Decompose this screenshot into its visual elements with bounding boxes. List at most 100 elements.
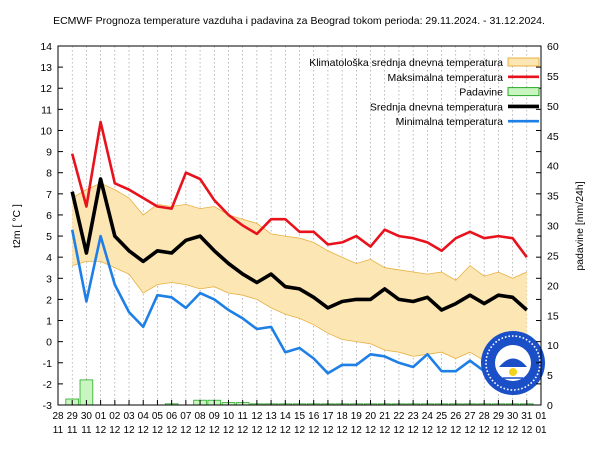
x-tick-label-month: 12 xyxy=(266,425,278,436)
x-tick-label-month: 12 xyxy=(166,425,178,436)
y2-tick-label: 20 xyxy=(547,280,559,292)
climate-band-lower-edge xyxy=(72,260,528,362)
legend-swatch-precip xyxy=(507,87,540,97)
y2-tick-label: 55 xyxy=(547,71,559,83)
y2-tick-label: 30 xyxy=(547,221,559,233)
axes: -3-2-10123456789101112131405101520253035… xyxy=(40,41,559,436)
x-tick-label-day: 20 xyxy=(365,411,377,422)
y-tick-label: 6 xyxy=(46,210,52,222)
x-tick-label-month: 12 xyxy=(337,425,349,436)
x-tick-label-day: 05 xyxy=(152,411,164,422)
x-tick-label-day: 12 xyxy=(251,411,263,422)
rhmz-logo xyxy=(481,331,545,395)
x-tick-label-month: 12 xyxy=(123,425,135,436)
x-tick-label-day: 29 xyxy=(67,411,79,422)
x-tick-label-day: 29 xyxy=(493,411,505,422)
y-tick-label: 3 xyxy=(46,273,52,285)
x-tick-label-month: 12 xyxy=(479,425,491,436)
x-tick-label-month: 12 xyxy=(223,425,235,436)
x-tick-label-day: 08 xyxy=(194,411,206,422)
x-tick-label-month: 01 xyxy=(535,425,547,436)
legend-label-min: Minimalna temperatura xyxy=(396,116,504,128)
x-tick-label-month: 12 xyxy=(237,425,249,436)
x-tick-label-day: 27 xyxy=(464,411,476,422)
x-tick-label-day: 21 xyxy=(379,411,391,422)
x-tick-label-month: 12 xyxy=(365,425,377,436)
x-tick-label-month: 12 xyxy=(436,425,448,436)
y2-tick-label: 60 xyxy=(547,41,559,53)
x-tick-label-month: 12 xyxy=(152,425,164,436)
x-tick-label-month: 11 xyxy=(53,425,64,436)
x-tick-label-day: 01 xyxy=(535,411,547,422)
x-tick-label-day: 11 xyxy=(237,411,248,422)
x-tick-label-month: 12 xyxy=(294,425,306,436)
y-axis-label: t2m [ °C ] xyxy=(11,204,23,248)
x-tick-label-month: 12 xyxy=(351,425,363,436)
legend-swatch-climate xyxy=(507,57,540,67)
y-tick-label: 14 xyxy=(40,41,52,53)
y-tick-label: -1 xyxy=(43,358,52,370)
mean-temperature-line xyxy=(70,177,528,312)
y2-tick-label: 5 xyxy=(547,370,553,382)
x-tick-label-month: 12 xyxy=(507,425,519,436)
x-tick-label-day: 31 xyxy=(521,411,533,422)
x-tick-label-month: 12 xyxy=(393,425,405,436)
climate-band-upper-edge xyxy=(71,182,527,281)
y-tick-label: 2 xyxy=(46,294,52,306)
legend-label-precip: Padavine xyxy=(459,87,503,99)
x-tick-label-month: 12 xyxy=(464,425,476,436)
y2-tick-label: 15 xyxy=(547,310,559,322)
x-tick-label-day: 14 xyxy=(280,411,292,422)
x-tick-label-month: 12 xyxy=(194,425,206,436)
y-tick-label: 9 xyxy=(46,147,52,159)
x-tick-label-day: 26 xyxy=(450,411,462,422)
y-tick-label: 11 xyxy=(41,104,52,116)
y-tick-label: 12 xyxy=(40,83,52,95)
x-tick-label-day: 01 xyxy=(95,411,107,422)
x-tick-label-month: 12 xyxy=(138,425,150,436)
climate-band xyxy=(71,182,528,362)
logo-cloud-icon xyxy=(499,358,527,367)
x-tick-label-day: 30 xyxy=(81,411,93,422)
x-tick-label-day: 28 xyxy=(52,411,64,422)
x-tick-label-month: 12 xyxy=(109,425,121,436)
y2-tick-label: 40 xyxy=(547,161,559,173)
x-tick-label-day: 16 xyxy=(308,411,320,422)
x-tick-label-month: 12 xyxy=(95,425,107,436)
y-tick-label: 1 xyxy=(46,316,52,328)
x-tick-label-day: 09 xyxy=(209,411,221,422)
x-tick-label-month: 12 xyxy=(422,425,434,436)
legend-label-mean: Srednja dnevna temperatura xyxy=(370,101,503,113)
y-tick-label: 13 xyxy=(40,62,52,74)
x-tick-label-month: 12 xyxy=(280,425,292,436)
x-tick-label-day: 13 xyxy=(266,411,278,422)
x-tick-label-month: 12 xyxy=(521,425,533,436)
x-tick-label-day: 02 xyxy=(109,411,121,422)
x-tick-label-month: 12 xyxy=(408,425,420,436)
x-tick-label-month: 12 xyxy=(450,425,462,436)
max-temperature-line xyxy=(70,120,528,258)
y2-tick-label: 25 xyxy=(547,250,559,262)
y-tick-label: 7 xyxy=(46,189,52,201)
x-tick-label-month: 12 xyxy=(493,425,505,436)
x-tick-label-month: 12 xyxy=(379,425,391,436)
temperature-lines xyxy=(70,120,528,375)
x-tick-label-month: 12 xyxy=(180,425,192,436)
x-tick-label-day: 25 xyxy=(436,411,448,422)
x-tick-label-day: 17 xyxy=(322,411,334,422)
y-tick-label: 10 xyxy=(40,125,52,137)
x-tick-label-month: 11 xyxy=(81,425,92,436)
x-tick-label-day: 30 xyxy=(507,411,519,422)
min-temperature-line xyxy=(70,229,528,375)
y2-tick-label: 0 xyxy=(547,400,553,412)
x-tick-label-day: 18 xyxy=(337,411,349,422)
y-tick-label: -2 xyxy=(43,379,52,391)
x-tick-label-day: 22 xyxy=(393,411,405,422)
y2-tick-label: 45 xyxy=(547,131,559,143)
x-tick-label-month: 12 xyxy=(209,425,221,436)
x-tick-label-day: 28 xyxy=(479,411,491,422)
y-tick-label: 4 xyxy=(46,252,52,264)
x-tick-label-day: 10 xyxy=(223,411,235,422)
x-tick-label-day: 23 xyxy=(408,411,420,422)
